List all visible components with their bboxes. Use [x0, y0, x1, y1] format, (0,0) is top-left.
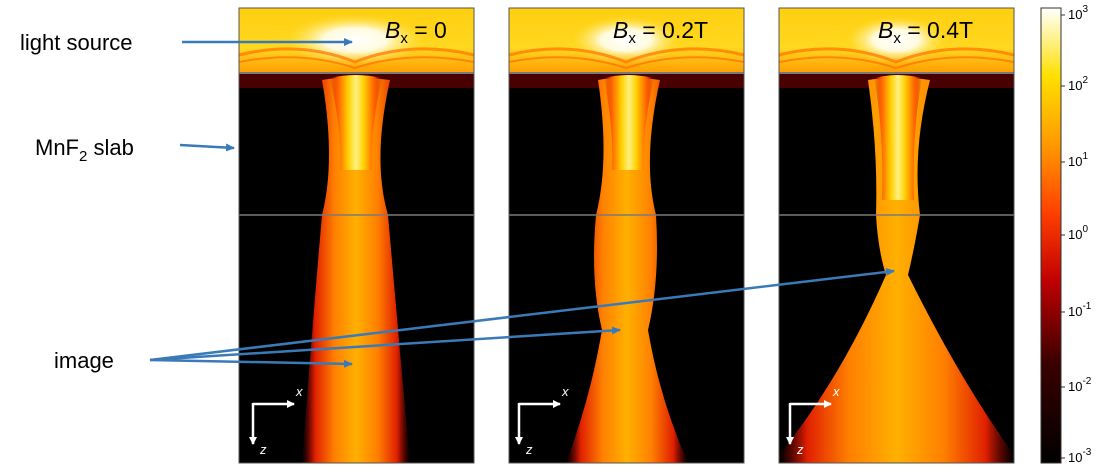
panel-label: Bx = 0	[385, 17, 447, 47]
panel-bx-0: x z Bx = 0	[238, 7, 475, 464]
colorbar: 103 102 101 100 10-1 10-2 10-3	[1040, 4, 1092, 465]
panel-bx-0.4T: x z Bx = 0.4T	[778, 7, 1015, 464]
z-axis-label: z	[259, 442, 267, 457]
image-label: image	[54, 348, 114, 373]
annotations: light source MnF2 slab image	[20, 30, 895, 373]
image-arrow-3	[149, 267, 895, 362]
colorbar-tick: 10-1	[1068, 301, 1092, 319]
slab-label: MnF2 slab	[35, 135, 134, 165]
image-arrow-2	[149, 326, 621, 362]
z-axis-label: z	[525, 442, 533, 457]
colorbar-tick: 10-3	[1068, 447, 1092, 465]
slab-arrow	[179, 143, 235, 152]
colorbar-scale	[1040, 7, 1062, 464]
panel-label: Bx = 0.2T	[613, 17, 708, 47]
x-axis-label: x	[832, 384, 840, 399]
colorbar-tick: 103	[1068, 4, 1088, 22]
colorbar-tick: 10-2	[1068, 376, 1092, 394]
x-axis-label: x	[295, 384, 303, 399]
panel-label: Bx = 0.4T	[878, 17, 973, 47]
light-source-label: light source	[20, 30, 133, 55]
image-arrow-1	[149, 358, 353, 368]
colorbar-tick: 101	[1068, 151, 1088, 169]
panel-bx-0.2T: x z Bx = 0.2T	[508, 7, 745, 464]
colorbar-tick: 102	[1068, 75, 1088, 93]
colorbar-tick: 100	[1068, 224, 1088, 242]
z-axis-label: z	[796, 442, 804, 457]
x-axis-label: x	[561, 384, 569, 399]
